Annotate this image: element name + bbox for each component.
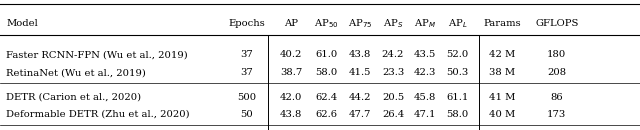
Text: 62.4: 62.4 xyxy=(316,93,337,102)
Text: DETR (Carion et al., 2020): DETR (Carion et al., 2020) xyxy=(6,93,141,102)
Text: Faster RCNN-FPN (Wu et al., 2019): Faster RCNN-FPN (Wu et al., 2019) xyxy=(6,50,188,59)
Text: AP$_{75}$: AP$_{75}$ xyxy=(348,17,372,30)
Text: 40 M: 40 M xyxy=(489,110,516,119)
Text: 208: 208 xyxy=(547,68,566,77)
Text: 40.2: 40.2 xyxy=(280,50,302,59)
Text: 26.4: 26.4 xyxy=(382,110,404,119)
Text: 23.3: 23.3 xyxy=(382,68,404,77)
Text: 62.6: 62.6 xyxy=(316,110,337,119)
Text: 500: 500 xyxy=(237,93,256,102)
Text: 61.0: 61.0 xyxy=(316,50,337,59)
Text: AP: AP xyxy=(284,19,298,28)
Text: 50: 50 xyxy=(240,110,253,119)
Text: 43.8: 43.8 xyxy=(280,110,302,119)
Text: 24.2: 24.2 xyxy=(382,50,404,59)
Text: Deformable DETR (Zhu et al., 2020): Deformable DETR (Zhu et al., 2020) xyxy=(6,110,190,119)
Text: 37: 37 xyxy=(240,50,253,59)
Text: 52.0: 52.0 xyxy=(447,50,468,59)
Text: 38.7: 38.7 xyxy=(280,68,302,77)
Text: 58.0: 58.0 xyxy=(316,68,337,77)
Text: Epochs: Epochs xyxy=(228,19,265,28)
Text: 43.8: 43.8 xyxy=(349,50,371,59)
Text: 47.7: 47.7 xyxy=(349,110,371,119)
Text: 43.5: 43.5 xyxy=(414,50,436,59)
Text: 41.5: 41.5 xyxy=(349,68,372,77)
Text: Model: Model xyxy=(6,19,38,28)
Text: 45.8: 45.8 xyxy=(414,93,436,102)
Text: AP$_S$: AP$_S$ xyxy=(383,17,403,30)
Text: 180: 180 xyxy=(547,50,566,59)
Text: 47.1: 47.1 xyxy=(413,110,436,119)
Text: 37: 37 xyxy=(240,68,253,77)
Text: 58.0: 58.0 xyxy=(447,110,468,119)
Text: AP$_L$: AP$_L$ xyxy=(448,17,467,30)
Text: 173: 173 xyxy=(547,110,566,119)
Text: GFLOPS: GFLOPS xyxy=(535,19,579,28)
Text: AP$_{50}$: AP$_{50}$ xyxy=(314,17,339,30)
Text: 42.0: 42.0 xyxy=(280,93,302,102)
Text: AP$_M$: AP$_M$ xyxy=(414,17,436,30)
Text: 20.5: 20.5 xyxy=(382,93,404,102)
Text: 44.2: 44.2 xyxy=(349,93,372,102)
Text: 42 M: 42 M xyxy=(489,50,516,59)
Text: RetinaNet (Wu et al., 2019): RetinaNet (Wu et al., 2019) xyxy=(6,68,147,77)
Text: 50.3: 50.3 xyxy=(447,68,468,77)
Text: 42.3: 42.3 xyxy=(414,68,436,77)
Text: 61.1: 61.1 xyxy=(447,93,468,102)
Text: 86: 86 xyxy=(550,93,563,102)
Text: Params: Params xyxy=(484,19,521,28)
Text: 41 M: 41 M xyxy=(489,93,516,102)
Text: 38 M: 38 M xyxy=(490,68,515,77)
